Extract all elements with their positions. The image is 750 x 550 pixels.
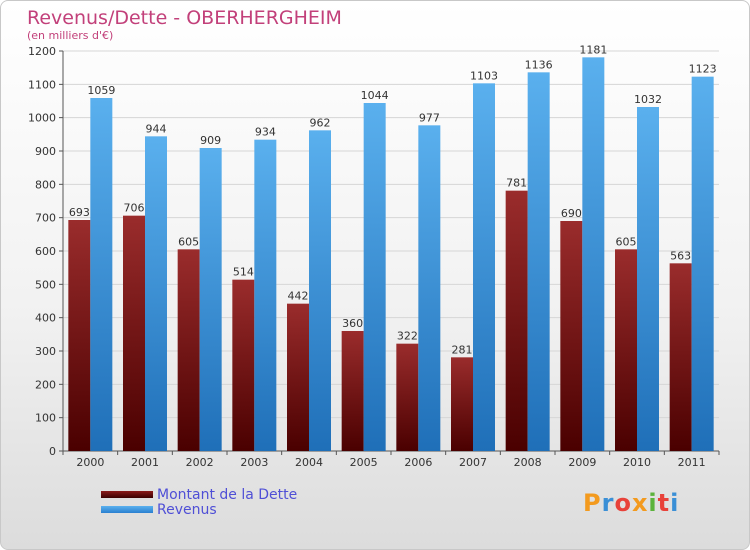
bar-revenue <box>90 98 113 451</box>
y-tick-label: 800 <box>35 178 56 191</box>
bar-debt <box>669 263 692 451</box>
legend-item-debt: Montant de la Dette <box>101 486 298 503</box>
data-label-revenue: 944 <box>146 122 167 135</box>
legend-label-debt: Montant de la Dette <box>157 486 298 503</box>
chart-subtitle: (en milliers d'€) <box>27 29 114 42</box>
data-label-debt: 563 <box>670 249 691 262</box>
data-label-revenue: 962 <box>310 116 331 129</box>
data-label-revenue: 934 <box>255 126 276 139</box>
data-label-revenue: 1103 <box>470 69 498 82</box>
bar-revenue <box>637 107 659 451</box>
data-label-revenue: 1123 <box>689 63 717 76</box>
bar-revenue <box>418 125 441 451</box>
logo-letter: x <box>631 489 649 517</box>
x-tick-label: 2002 <box>186 456 214 469</box>
grid-layer <box>63 50 719 452</box>
x-tick-label: 2008 <box>514 456 542 469</box>
proxiti-logo: Proxiti <box>583 489 679 517</box>
x-tick-label: 2003 <box>240 456 268 469</box>
data-label-revenue: 909 <box>200 134 221 147</box>
data-label-debt: 690 <box>561 207 582 220</box>
label-layer: 693 1059 706 944 605 909 514 934 442 962 360 1044 32… <box>69 43 717 356</box>
bar-debt <box>396 343 419 451</box>
data-label-revenue: 977 <box>419 111 440 124</box>
bar-debt <box>560 221 583 451</box>
bar-revenue <box>473 83 495 451</box>
data-label-revenue: 1181 <box>579 43 607 56</box>
y-tick-label: 1000 <box>28 112 56 125</box>
x-tick-label: 2010 <box>623 456 651 469</box>
y-tick-label: 0 <box>49 445 56 458</box>
y-tick-label: 700 <box>35 212 56 225</box>
bar-revenue <box>363 103 386 451</box>
chart-title: Revenus/Dette - OBERHERGHEIM <box>27 7 342 29</box>
y-tick-label: 300 <box>35 345 56 358</box>
bar-debt <box>341 331 364 451</box>
x-tick-label: 2011 <box>678 456 706 469</box>
bar-debt <box>505 190 528 451</box>
data-label-debt: 605 <box>616 235 637 248</box>
data-label-debt: 781 <box>506 177 527 190</box>
legend-swatch-revenue <box>101 506 153 513</box>
bar-debt <box>287 303 309 451</box>
bar-revenue <box>527 72 550 451</box>
bar-revenue <box>199 148 222 451</box>
legend: Montant de la Dette Revenus <box>101 486 298 518</box>
x-tick-label: 2005 <box>350 456 378 469</box>
bar-revenue <box>309 130 331 452</box>
y-tick-label: 600 <box>35 245 56 258</box>
data-label-debt: 360 <box>342 317 363 330</box>
logo-letter: i <box>648 489 658 517</box>
bar-revenue <box>691 76 714 452</box>
legend-item-revenue: Revenus <box>101 501 297 518</box>
bar-revenue <box>145 136 167 452</box>
bar-revenue <box>254 139 277 451</box>
y-tick-label: 1200 <box>28 45 56 58</box>
data-label-debt: 706 <box>124 202 145 215</box>
y-tick-label: 400 <box>35 312 56 325</box>
bar-debt <box>68 220 91 451</box>
data-label-revenue: 1032 <box>634 93 662 106</box>
axis-layer: 0 100 200 300 400 500 600 700 800 900 1000 1100 1200… <box>28 45 720 469</box>
logo-letter: t <box>657 489 671 517</box>
data-label-revenue: 1059 <box>87 84 115 97</box>
x-tick-label: 2000 <box>76 456 104 469</box>
y-tick-label: 900 <box>35 145 56 158</box>
bar-revenue <box>582 57 605 451</box>
data-label-debt: 605 <box>178 235 199 248</box>
data-label-debt: 693 <box>69 206 90 219</box>
data-label-revenue: 1136 <box>525 58 553 71</box>
bar-debt <box>177 249 200 451</box>
data-label-debt: 322 <box>397 330 418 343</box>
bar-debt <box>123 215 145 451</box>
logo-letter: o <box>614 489 632 517</box>
x-tick-label: 2009 <box>568 456 596 469</box>
logo-letter: r <box>601 489 615 517</box>
bar-layer <box>68 57 714 452</box>
x-tick-label: 2007 <box>459 456 487 469</box>
x-tick-label: 2001 <box>131 456 159 469</box>
x-tick-label: 2004 <box>295 456 323 469</box>
y-tick-label: 500 <box>35 278 56 291</box>
data-label-debt: 281 <box>452 343 473 356</box>
logo-letter: P <box>583 489 602 517</box>
bar-debt <box>451 357 473 451</box>
legend-swatch-debt <box>101 491 153 498</box>
bar-debt <box>232 279 255 451</box>
x-tick-label: 2006 <box>404 456 432 469</box>
bar-debt <box>615 249 637 451</box>
data-label-debt: 514 <box>233 266 254 279</box>
y-tick-label: 200 <box>35 378 56 391</box>
legend-label-revenue: Revenus <box>157 501 217 518</box>
data-label-revenue: 1044 <box>361 89 389 102</box>
data-label-debt: 442 <box>288 290 309 303</box>
y-tick-label: 100 <box>35 412 56 425</box>
y-tick-label: 1100 <box>28 78 56 91</box>
logo-letter: i <box>670 489 680 517</box>
